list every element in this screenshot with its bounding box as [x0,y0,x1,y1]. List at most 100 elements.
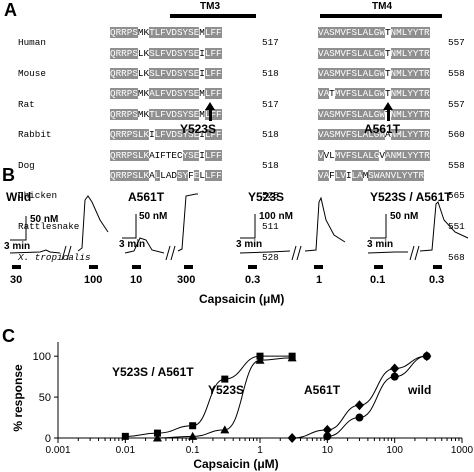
data-point-circle [355,413,364,422]
scale-nm: 100 nM [259,211,293,222]
panel-b-xlabel: Capsaicin (μM) [199,292,285,306]
data-point-circle [422,352,431,361]
dose-label: 0.3 [429,274,445,286]
tm3-numbers: 517 518 517 518 518 525 511 528 [262,18,279,273]
residue-number: 518 [262,68,279,80]
scale-time: 3 min [236,239,263,250]
x-axis-label: Capsaicin (μM) [193,457,278,471]
dose-label: 0.1 [370,274,386,286]
series-label-y523s: Y523S [208,383,244,397]
panel-a-letter: A [4,0,17,20]
trace-y523s-a561t [367,201,469,269]
data-point-square [153,429,161,437]
residue-number: 557 [448,98,465,110]
residue-number: 511 [262,221,279,233]
data-point-triangle [152,433,162,442]
y523s-arrow-icon [205,102,215,110]
trace-title: Y523S / A561T [370,190,452,204]
x-tick-label: 0.1 [186,445,200,456]
residue-number: 518 [262,159,279,171]
series-label-a561t: A561T [304,383,341,397]
tm4-numbers: 557 558 557 560 558 565 551 568 [448,18,465,273]
series-label-wild: wild [407,383,431,397]
data-point-diamond [390,363,400,374]
dose-label: 100 [84,274,103,286]
a561t-arrow-stem [387,109,390,121]
data-point-diamond [322,424,332,435]
chart-axes: 0.001 0.01 0.1 1 10 100 1000 0 50 100 [33,342,474,456]
tm3-label: TM3 [200,1,220,12]
y-axis-label: % response [11,364,25,432]
y-tick-label: 50 [39,392,51,404]
residue-number: 557 [448,37,465,49]
tm3-alignment: QRRPSMKTLFVDSYSEMLFF QRRPSLKSLFVDSYSEILF… [110,27,222,182]
panel-c-letter: C [2,326,15,346]
data-point-square [189,422,197,430]
residue-number: 565 [448,190,465,202]
data-point-circle [323,432,332,441]
mutation-label-y523s: Y523S [180,122,217,136]
trace-y523s [239,196,346,269]
data-point-diamond [354,400,364,411]
curve-diamond [292,355,427,439]
scale-time: 3 min [4,241,31,252]
dose-label: 300 [177,274,196,286]
trace-wild [9,195,109,269]
scale-nm: 50 nM [390,211,419,222]
tm3-bar [170,14,256,18]
curve-circle [327,355,427,437]
data-point-triangle [287,353,297,362]
y523s-arrow-stem [209,109,212,121]
species-name: Chicken [18,190,58,202]
species-name: Human [18,37,46,49]
data-point-triangle [220,425,230,434]
dose-label: 10 [130,274,143,286]
scale-time: 3 min [367,239,394,250]
chart-points [121,351,432,443]
residue-number: 558 [448,68,465,80]
residue-number: 551 [448,221,465,233]
trace-a561t [122,193,198,269]
y-tick-label: 0 [45,433,51,445]
trace-title: Y523S [248,190,285,204]
x-tick-label: 100 [386,445,403,456]
y-tick-label: 100 [33,351,51,363]
tm4-bar [320,14,442,18]
scale-time: 3 min [119,239,146,250]
residue-number: 560 [448,129,465,141]
calcium-traces [9,193,469,269]
curve-triangle [157,357,293,439]
species-name: Rabbit [18,129,52,141]
tm4-label: TM4 [372,1,392,12]
trace-title: Wild [6,190,32,204]
residue-number: 518 [262,129,279,141]
mutation-label-a561t: A561T [364,122,401,136]
x-tick-label: 0.01 [116,445,136,456]
panel-b-letter: B [2,165,15,185]
residue-number: 517 [262,37,279,49]
dose-label: 30 [10,274,23,286]
residue-number: 568 [448,251,465,263]
x-tick-label: 10 [322,445,334,456]
scale-nm: 50 nM [139,211,168,222]
x-tick-label: 0.001 [45,445,70,456]
trace-title: A561T [128,190,165,204]
data-point-square [221,375,229,383]
series-label-y523s-a561t: Y523S / A561T [112,365,194,379]
data-point-triangle [255,355,265,364]
data-point-diamond [287,433,297,443]
residue-number: 525 [262,190,279,202]
data-point-square [121,432,129,440]
residue-number: 517 [262,98,279,110]
a561t-arrow-icon [383,102,393,110]
data-point-circle [390,372,399,381]
scale-nm: 50 nM [30,214,59,225]
data-point-triangle [188,431,198,440]
x-tick-label: 1000 [451,445,474,456]
dose-label: 0.3 [245,274,261,286]
dose-label: 1 [316,274,323,286]
residue-number: 558 [448,159,465,171]
species-name: Dog [18,159,35,171]
x-tick-label: 1 [257,445,263,456]
